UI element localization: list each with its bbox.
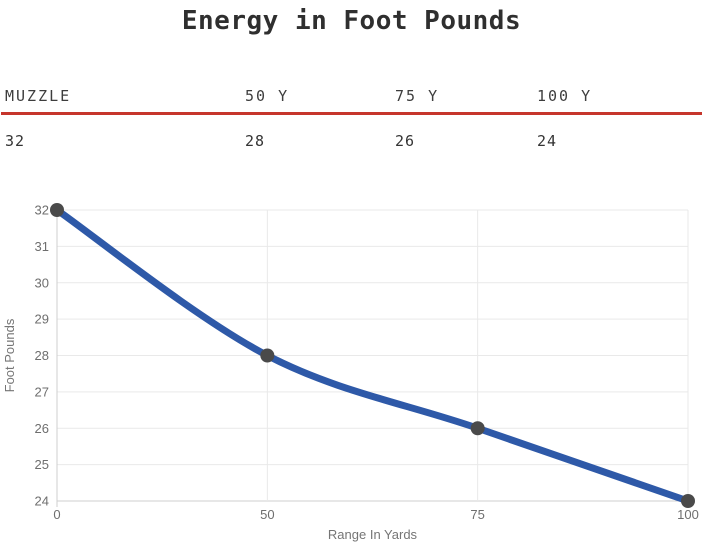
x-tick-label: 0 (53, 507, 60, 522)
data-point (470, 421, 485, 436)
table-header-75y: 75 Y (395, 87, 440, 105)
table-value-75y: 26 (395, 132, 416, 150)
data-point (681, 494, 695, 508)
x-tick-label: 75 (470, 507, 484, 522)
data-point (50, 203, 64, 217)
x-tick-label: 100 (677, 507, 699, 522)
chart-container: 24 25 26 27 28 29 30 31 32 0 50 75 100 Foot Pounds Ran… (0, 190, 703, 554)
y-axis-title: Foot Pounds (2, 318, 17, 392)
data-point (260, 348, 275, 363)
y-tick-label: 31 (35, 239, 49, 254)
y-tick-label: 30 (35, 275, 49, 290)
table-header-50y: 50 Y (245, 87, 290, 105)
y-tick-label: 27 (35, 384, 49, 399)
y-tick-label: 26 (35, 421, 49, 436)
y-tick-label: 29 (35, 312, 49, 327)
x-axis-title: Range In Yards (328, 527, 418, 542)
y-tick-label: 25 (35, 457, 49, 472)
energy-line-chart[interactable]: 24 25 26 27 28 29 30 31 32 0 50 75 100 Foot Pounds Ran… (0, 190, 703, 554)
y-tick-label: 32 (35, 203, 49, 218)
table-divider (1, 112, 702, 115)
page-title: Energy in Foot Pounds (181, 6, 522, 36)
y-tick-label: 28 (35, 348, 49, 363)
table-value-100y: 24 (537, 132, 558, 150)
y-tick-label: 24 (35, 494, 49, 509)
series-line (53, 206, 692, 505)
table-header-100y: 100 Y (537, 87, 593, 105)
table-value-50y: 28 (245, 132, 266, 150)
table-header-muzzle: MUZZLE (5, 87, 72, 105)
table-value-muzzle: 32 (5, 132, 26, 150)
x-tick-label: 50 (260, 507, 274, 522)
